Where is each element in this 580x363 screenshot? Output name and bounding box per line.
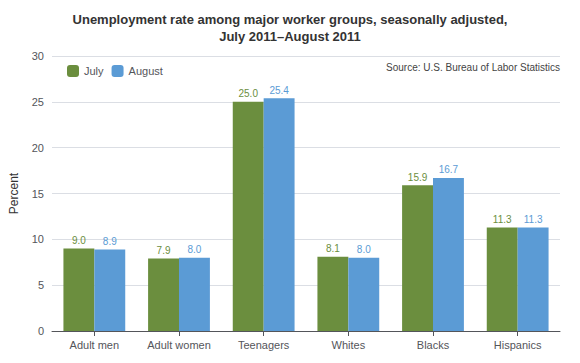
svg-text:16.7: 16.7 xyxy=(439,164,459,175)
svg-text:11.3: 11.3 xyxy=(524,214,543,225)
svg-text:8.1: 8.1 xyxy=(326,243,340,254)
svg-text:25.0: 25.0 xyxy=(238,88,258,99)
svg-text:Adult women: Adult women xyxy=(147,339,211,351)
svg-text:30: 30 xyxy=(32,50,44,62)
svg-text:Whites: Whites xyxy=(332,339,366,351)
svg-text:8.9: 8.9 xyxy=(103,236,117,247)
svg-text:Source: U.S. Bureau of Labor S: Source: U.S. Bureau of Labor Statistics xyxy=(386,62,560,73)
svg-text:5: 5 xyxy=(38,279,44,291)
svg-text:Teenagers: Teenagers xyxy=(238,339,290,351)
svg-text:10: 10 xyxy=(32,233,44,245)
svg-text:20: 20 xyxy=(32,142,44,154)
svg-text:Unemployment rate among major: Unemployment rate among major worker gro… xyxy=(73,12,508,27)
svg-text:Percent: Percent xyxy=(7,172,21,214)
svg-text:25.4: 25.4 xyxy=(269,85,289,96)
svg-text:Hispanics: Hispanics xyxy=(494,339,542,351)
svg-text:9.0: 9.0 xyxy=(72,235,86,246)
svg-text:August: August xyxy=(129,65,163,77)
svg-text:Adult men: Adult men xyxy=(70,339,120,351)
svg-text:8.0: 8.0 xyxy=(357,244,371,255)
svg-text:0: 0 xyxy=(38,325,44,337)
svg-text:8.0: 8.0 xyxy=(187,244,201,255)
svg-text:July: July xyxy=(84,65,104,77)
svg-text:7.9: 7.9 xyxy=(157,245,171,256)
svg-text:Blacks: Blacks xyxy=(417,339,450,351)
svg-text:15.9: 15.9 xyxy=(408,172,428,183)
svg-text:July 2011–August 2011: July 2011–August 2011 xyxy=(219,29,361,44)
svg-text:11.3: 11.3 xyxy=(493,214,512,225)
svg-text:25: 25 xyxy=(32,96,44,108)
svg-text:15: 15 xyxy=(32,188,44,200)
